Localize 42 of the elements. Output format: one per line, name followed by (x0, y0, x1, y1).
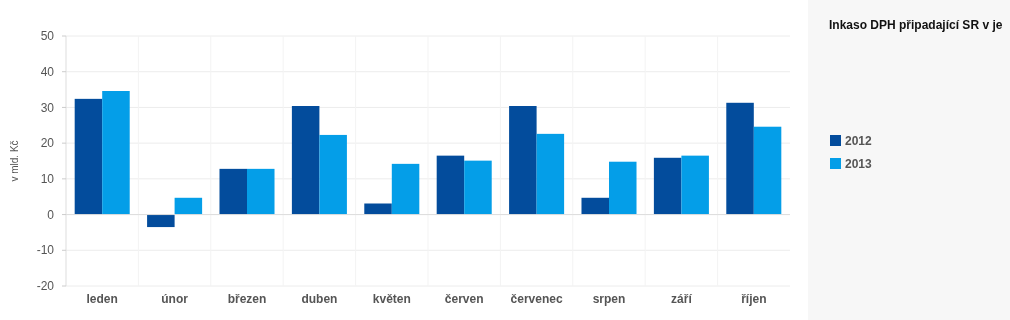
bar (509, 106, 537, 215)
bar (726, 102, 754, 215)
y-tick-label: -10 (36, 243, 55, 258)
bar (464, 160, 492, 215)
x-tick-label: únor (161, 292, 189, 306)
y-tick-label: 50 (40, 29, 55, 44)
bar (147, 214, 175, 228)
x-tick-label: červenec (510, 292, 563, 306)
bar (753, 126, 782, 215)
bar (219, 168, 247, 215)
bar (653, 157, 682, 215)
x-tick-label: červen (444, 292, 484, 306)
x-tick-label: srpen (592, 292, 626, 306)
x-tick-label: září (671, 292, 693, 306)
bar (436, 155, 465, 215)
y-tick-label: 20 (40, 136, 55, 151)
x-tick-label: březen (227, 292, 267, 306)
bar (681, 155, 709, 215)
legend-label: 2013 (845, 157, 873, 172)
x-tick-label: duben (301, 292, 338, 306)
bar (102, 91, 130, 215)
bar (291, 106, 320, 215)
y-tick-label: -20 (36, 279, 55, 294)
y-tick-label: 40 (40, 64, 55, 79)
y-axis-title: v mld. Kč (9, 140, 20, 182)
bar (74, 98, 103, 215)
x-tick-label: leden (86, 292, 118, 306)
y-tick-label: 0 (47, 207, 55, 222)
bar (581, 197, 609, 215)
x-tick-label: květen (372, 292, 411, 306)
x-tick-label: říjen (741, 292, 767, 306)
text: Inkaso DPH připadající SR v je (829, 18, 1003, 32)
bar (247, 168, 275, 215)
bar (174, 197, 203, 215)
y-tick-label: 30 (40, 100, 55, 115)
bar (609, 161, 637, 215)
bar (536, 133, 565, 215)
y-tick-label: 10 (40, 172, 55, 187)
bar (391, 163, 420, 215)
bar (364, 203, 392, 215)
bar (319, 134, 347, 215)
legend-label: 2012 (845, 134, 873, 149)
